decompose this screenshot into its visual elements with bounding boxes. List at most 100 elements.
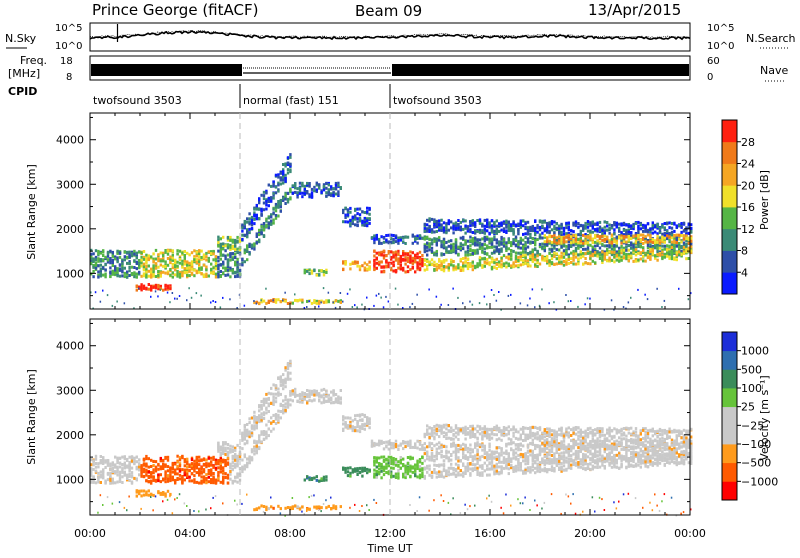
backscatter-cell xyxy=(580,224,582,227)
backscatter-cell xyxy=(220,264,222,267)
backscatter-cell xyxy=(241,226,243,229)
backscatter-cell xyxy=(426,265,428,268)
backscatter-cell xyxy=(565,240,567,243)
backscatter-cell xyxy=(104,482,106,485)
backscatter-cell xyxy=(224,453,226,456)
backscatter-cell xyxy=(236,236,238,239)
backscatter-cell xyxy=(440,262,442,265)
backscatter-cell xyxy=(592,253,594,256)
backscatter-cell xyxy=(515,252,517,255)
backscatter-cell xyxy=(294,388,296,391)
backscatter-cell xyxy=(92,463,94,466)
backscatter-cell xyxy=(604,221,606,224)
backscatter-cell xyxy=(527,221,529,224)
backscatter-cell xyxy=(464,257,466,260)
backscatter-cell xyxy=(544,229,546,232)
backscatter-cell xyxy=(140,265,142,268)
backscatter-cell xyxy=(644,254,646,257)
backscatter-cell xyxy=(637,221,639,224)
backscatter-cell xyxy=(133,459,135,462)
backscatter-cell xyxy=(481,247,483,250)
backscatter-cell xyxy=(428,225,430,228)
backscatter-cell xyxy=(256,235,258,238)
backscatter-cell xyxy=(486,261,488,264)
backscatter-cell xyxy=(553,263,555,266)
backscatter-cell xyxy=(529,229,531,232)
backscatter-cell xyxy=(157,270,159,273)
backscatter-cell xyxy=(287,367,289,370)
backscatter-cell xyxy=(244,222,246,225)
backscatter-cell xyxy=(560,223,562,226)
backscatter-cell xyxy=(133,259,135,262)
backscatter-cell xyxy=(224,274,226,277)
backscatter-cell xyxy=(416,252,418,255)
backscatter-cell xyxy=(270,422,272,425)
backscatter-cell xyxy=(575,234,577,237)
backscatter-cell xyxy=(592,246,594,249)
backscatter-cell xyxy=(536,261,538,264)
backscatter-cell xyxy=(572,241,574,244)
backscatter-cell xyxy=(176,253,178,256)
backscatter-cell xyxy=(568,262,570,265)
backscatter-cell xyxy=(685,237,687,240)
backscatter-cell xyxy=(344,426,346,429)
backscatter-cell xyxy=(287,302,289,305)
backscatter-cell xyxy=(246,462,248,465)
backscatter-cell xyxy=(220,471,222,474)
backscatter-cell xyxy=(517,228,519,231)
backscatter-cell xyxy=(217,256,219,259)
backscatter-cell xyxy=(448,263,450,266)
colorbar-cell xyxy=(722,207,737,229)
backscatter-cell xyxy=(488,232,490,235)
backscatter-cell xyxy=(673,223,675,226)
backscatter-cell xyxy=(508,221,510,224)
backscatter-cell xyxy=(248,231,250,234)
backscatter-cell xyxy=(628,249,630,252)
backscatter-cell xyxy=(282,373,284,376)
noise-cell xyxy=(179,295,181,297)
backscatter-cell xyxy=(260,400,262,403)
backscatter-cell xyxy=(505,226,507,229)
backscatter-cell xyxy=(263,208,265,211)
backscatter-cell xyxy=(467,240,469,243)
backscatter-cell xyxy=(143,468,145,471)
backscatter-cell xyxy=(184,267,186,270)
backscatter-cell xyxy=(498,241,500,244)
backscatter-cell xyxy=(392,234,394,237)
backscatter-cell xyxy=(136,276,138,279)
backscatter-cell xyxy=(618,227,620,230)
backscatter-cell xyxy=(287,162,289,165)
backscatter-cell xyxy=(270,505,272,508)
backscatter-cell xyxy=(222,466,224,469)
noise-cell xyxy=(186,505,188,507)
backscatter-cell xyxy=(491,266,493,269)
backscatter-cell xyxy=(157,266,159,269)
backscatter-cell xyxy=(181,252,183,255)
backscatter-cell xyxy=(308,478,310,481)
backscatter-cell xyxy=(244,429,246,432)
backscatter-cell xyxy=(342,423,344,426)
backscatter-cell xyxy=(172,467,174,470)
backscatter-cell xyxy=(450,250,452,253)
backscatter-cell xyxy=(162,271,164,274)
backscatter-cell xyxy=(289,190,291,193)
backscatter-cell xyxy=(524,244,526,247)
backscatter-cell xyxy=(383,250,385,253)
backscatter-cell xyxy=(496,258,498,261)
backscatter-cell xyxy=(193,460,195,463)
backscatter-cell xyxy=(402,240,404,243)
backscatter-cell xyxy=(184,464,186,467)
backscatter-cell xyxy=(553,239,555,242)
backscatter-cell xyxy=(282,163,284,166)
backscatter-cell xyxy=(433,223,435,226)
backscatter-cell xyxy=(222,441,224,444)
backscatter-cell xyxy=(527,226,529,229)
backscatter-cell xyxy=(460,237,462,240)
backscatter-cell xyxy=(496,225,498,228)
backscatter-cell xyxy=(289,378,291,381)
backscatter-cell xyxy=(316,479,318,482)
backscatter-cell xyxy=(366,268,368,271)
backscatter-cell xyxy=(196,471,198,474)
backscatter-cell xyxy=(232,461,234,464)
backscatter-cell xyxy=(462,236,464,239)
